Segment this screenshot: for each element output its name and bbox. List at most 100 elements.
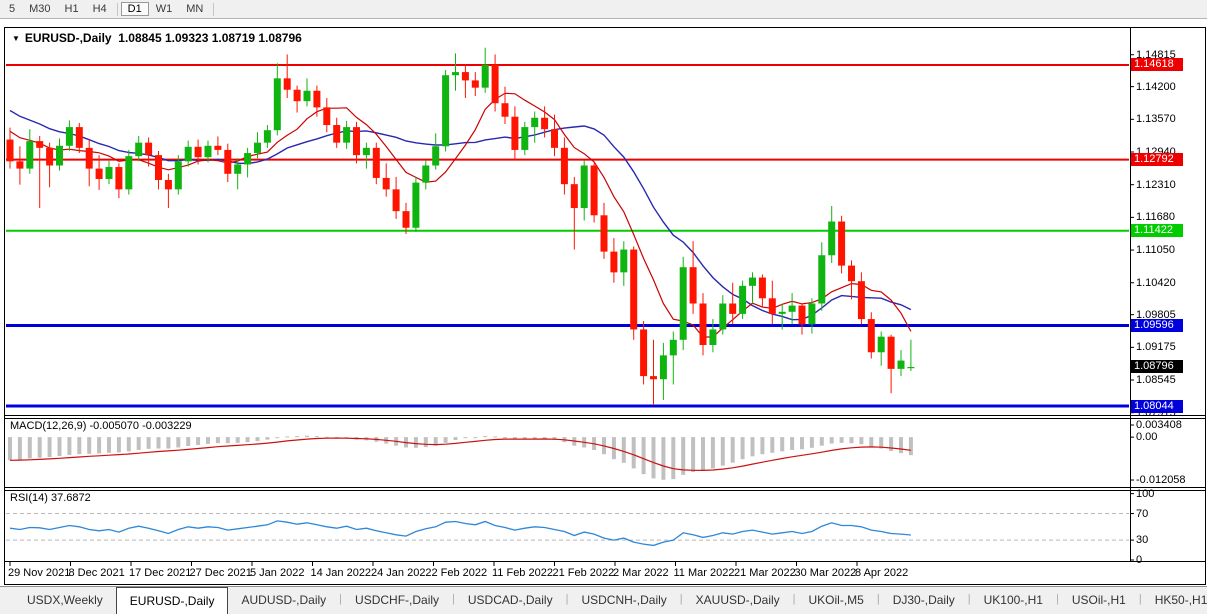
rsi-axis-label: 70: [1136, 507, 1149, 520]
tab-audusd-daily[interactable]: AUDUSD-,Daily: [241, 593, 327, 607]
candle-body: [293, 89, 301, 102]
tab-usdcad-daily[interactable]: USDCAD-,Daily: [467, 593, 553, 607]
macd-histogram-bar: [889, 437, 894, 452]
rsi-pane-splitter[interactable]: [5, 487, 1205, 488]
macd-histogram-bar: [859, 437, 864, 445]
price-axis-label: 1.13570: [1136, 113, 1176, 126]
timeframe-button-MN[interactable]: MN: [186, 3, 204, 15]
macd-histogram-bar: [136, 437, 141, 450]
macd-histogram-bar: [265, 437, 270, 440]
tab-xauusd-daily[interactable]: XAUUSD-,Daily: [695, 593, 780, 607]
tab-usdcnh-daily[interactable]: USDCNH-,Daily: [581, 593, 667, 607]
macd-histogram-bar: [225, 437, 230, 444]
candle-body: [590, 165, 598, 216]
timeframe-toolbar: 5 M30 H1 H4 D1 W1 MN: [0, 0, 1207, 19]
macd-histogram-bar: [869, 437, 874, 447]
macd-histogram-bar: [493, 436, 498, 438]
candle-body: [531, 117, 539, 128]
candle-body: [323, 107, 331, 126]
candle-body: [442, 75, 450, 147]
candle-body: [85, 147, 93, 169]
macd-histogram-bar: [463, 437, 468, 439]
macd-histogram-bar: [800, 437, 804, 450]
macd-histogram-bar: [899, 437, 903, 454]
macd-histogram-bar: [839, 437, 844, 443]
macd-histogram-bar: [701, 437, 705, 471]
chart-frame-bottom-border: [4, 584, 1206, 585]
rsi-axis-label: 30: [1136, 534, 1149, 547]
macd-pane-splitter[interactable]: [5, 415, 1205, 416]
candle-body: [224, 149, 232, 174]
macd-histogram-bar: [215, 437, 220, 444]
candle-body: [650, 376, 657, 380]
tab-separator: |: [967, 593, 971, 605]
date-label: 27 Dec 2021: [189, 567, 252, 579]
candle-body: [511, 116, 519, 150]
price-tag: 1.14618: [1131, 58, 1183, 72]
price-axis-separator: [1130, 28, 1131, 561]
candle-body: [630, 249, 638, 330]
date-label: 14 Jan 2022: [310, 567, 372, 579]
price-axis[interactable]: 1.14815 1.14200 1.13570 1.12940 1.12310 1.116…: [1131, 28, 1207, 566]
toolbar-divider: [116, 2, 118, 16]
macd-histogram-bar: [245, 437, 250, 443]
timeframe-button-5[interactable]: 5: [9, 3, 16, 15]
timeframe-button-D1[interactable]: D1: [120, 2, 149, 16]
tab-usdx-weekly[interactable]: USDX,Weekly: [27, 593, 103, 607]
rsi-axis-label: 0: [1136, 554, 1143, 566]
macd-histogram-bar: [77, 437, 82, 455]
price-axis-label: 1.10420: [1136, 276, 1176, 289]
candle-body: [234, 164, 242, 174]
timeframe-button-M30[interactable]: M30: [29, 3, 51, 15]
chart-tab-bar: USDX,Weekly EURUSD-,Daily AUDUSD-,Daily | US…: [0, 586, 1207, 614]
collapse-triangle-icon[interactable]: ▼: [12, 34, 20, 43]
macd-histogram-bar: [116, 437, 121, 453]
timeframe-button-H1[interactable]: H1: [64, 3, 79, 15]
candle-body: [600, 215, 608, 252]
candle-body: [16, 161, 24, 169]
macd-histogram-bar: [651, 437, 656, 479]
candle-body: [887, 336, 895, 369]
tab-hk50-h1[interactable]: HK50-,H1: [1154, 593, 1207, 607]
candle-body: [729, 303, 737, 314]
tab-separator: |: [679, 593, 683, 605]
time-axis[interactable]: 29 Nov 2021 8 Dec 2021 17 Dec 2021 27 Dec 2…: [0, 562, 1130, 584]
chart-symbol-period: EURUSD-,Daily: [24, 31, 112, 45]
tab-uk100-h1[interactable]: UK100-,H1: [983, 593, 1043, 607]
candle-body: [610, 251, 618, 273]
timeframe-button-H4[interactable]: H4: [92, 3, 107, 15]
candle-body: [749, 277, 756, 286]
candle-body: [75, 127, 83, 148]
candle-body: [402, 211, 410, 228]
macd-histogram-bar: [57, 437, 62, 456]
candle-body: [353, 127, 360, 156]
macd-histogram-bar: [275, 437, 280, 439]
macd-pane-splitter-lower[interactable]: [5, 418, 1205, 419]
date-label: 8 Dec 2021: [68, 567, 125, 579]
tab-usoil-h1[interactable]: USOil-,H1: [1071, 593, 1126, 607]
timeframe-button-W1[interactable]: W1: [155, 3, 173, 15]
candle-body: [541, 117, 549, 130]
candle-body: [689, 267, 697, 304]
macd-histogram-bar: [780, 437, 785, 452]
candle-body: [570, 184, 578, 209]
macd-histogram-bar: [67, 437, 72, 455]
candle-body: [164, 180, 172, 190]
tab-ukoil-m5[interactable]: UKOil-,M5: [808, 593, 864, 607]
date-label: 2 Mar 2022: [613, 567, 669, 579]
candle-body: [481, 64, 489, 88]
candle-body: [719, 303, 727, 330]
macd-histogram-bar: [146, 437, 151, 449]
price-axis-label: 1.12310: [1136, 178, 1176, 191]
tab-eurusd-daily[interactable]: EURUSD-,Daily: [115, 587, 229, 614]
macd-histogram-bar: [314, 436, 319, 438]
date-label: 30 Mar 2022: [794, 567, 857, 579]
macd-histogram-bar: [621, 437, 626, 463]
candle-body: [808, 303, 816, 325]
candle-body: [6, 139, 14, 162]
candle-body: [848, 265, 855, 282]
rsi-pane-splitter-lower[interactable]: [5, 490, 1205, 491]
tab-usdchf-daily[interactable]: USDCHF-,Daily: [355, 593, 440, 607]
tab-dj30-daily[interactable]: DJ30-,Daily: [892, 593, 955, 607]
